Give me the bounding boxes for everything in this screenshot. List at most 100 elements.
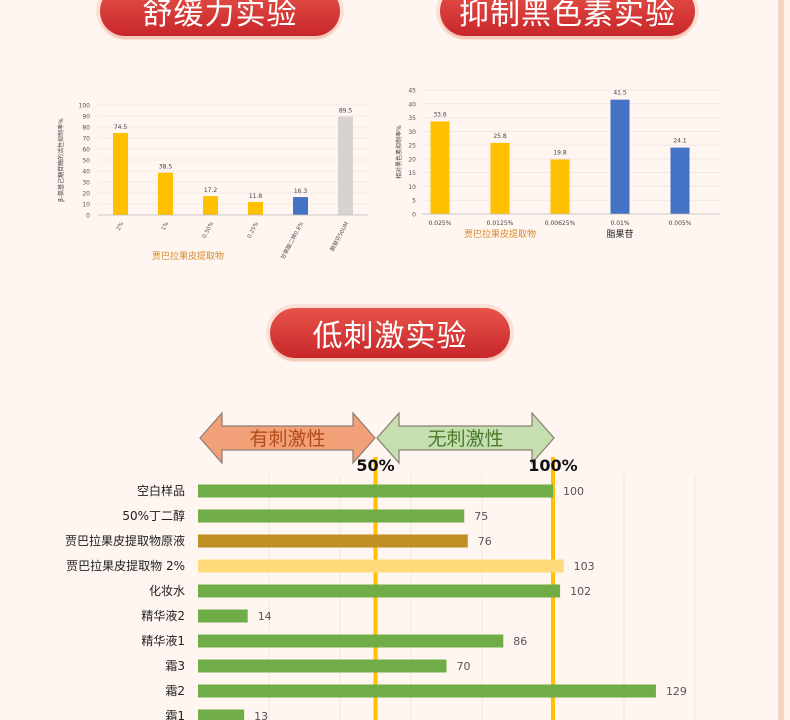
bar <box>430 121 450 214</box>
x-tick-label: 0.00625% <box>545 220 576 227</box>
bar <box>670 147 690 214</box>
data-label: 13 <box>254 710 268 720</box>
threshold-label: 100% <box>528 456 577 475</box>
data-label: 74.5 <box>114 124 128 131</box>
y-tick-label: 0 <box>412 212 416 219</box>
irritant-region-arrow-label: 有刺激性 <box>249 428 325 450</box>
bar <box>550 159 570 214</box>
x-tick-label: 0.50% <box>202 221 216 239</box>
category-label: 霜1 <box>165 709 185 720</box>
data-label: 100 <box>563 485 584 498</box>
y-tick-label: 35 <box>408 115 416 122</box>
data-label: 38.5 <box>159 164 173 171</box>
category-label: 空白样品 <box>137 483 185 498</box>
y-tick-label: 50 <box>82 158 90 165</box>
x-tick-label: 酮替芬50UM <box>328 220 350 252</box>
x-tick-label: 甘草酸二钾0.8% <box>279 220 306 260</box>
bar <box>158 172 173 215</box>
data-label: 70 <box>457 660 471 673</box>
x-tick-label: 1% <box>161 221 170 232</box>
x-tick-label: 0.0125% <box>487 220 514 227</box>
y-tick-label: 100 <box>79 103 91 110</box>
data-label: 103 <box>574 560 595 573</box>
data-label: 16.3 <box>294 188 308 195</box>
data-label: 86 <box>513 635 527 648</box>
bar <box>248 202 263 215</box>
bar <box>198 534 468 548</box>
data-label: 14 <box>258 610 272 623</box>
bar <box>338 116 353 215</box>
y-tick-label: 5 <box>412 198 416 205</box>
threshold-label: 50% <box>356 456 394 475</box>
y-tick-label: 90 <box>82 114 90 121</box>
melanin-banner: 抑制黑色素实验 <box>440 0 695 36</box>
y-tick-label: 20 <box>82 191 90 198</box>
y-tick-label: 45 <box>408 88 416 95</box>
x-tick-label: 0.025% <box>429 220 452 227</box>
category-label: 贾巴拉果皮提取物原液 <box>65 533 185 548</box>
bar <box>490 142 510 214</box>
x-tick-label: 0.005% <box>669 220 692 227</box>
y-tick-label: 0 <box>86 213 90 220</box>
bar <box>113 133 128 215</box>
bar <box>198 634 504 648</box>
data-label: 33.6 <box>433 111 447 118</box>
data-label: 129 <box>666 685 687 698</box>
group-label: 贾巴拉果皮提取物 <box>152 250 224 262</box>
y-tick-label: 70 <box>82 136 90 143</box>
bar <box>610 99 630 214</box>
y-axis-label: β-氨基己糖苷酶的活性抑制率% <box>57 118 65 202</box>
y-tick-label: 40 <box>408 101 416 108</box>
bar <box>198 584 561 598</box>
y-axis-label: 相对黑色素抑制率% <box>395 125 403 179</box>
category-label: 霜3 <box>165 659 185 673</box>
x-tick-label: 2% <box>116 221 125 232</box>
y-tick-label: 30 <box>408 129 416 136</box>
x-tick-label: 0.25% <box>247 221 261 239</box>
bar <box>198 509 465 523</box>
data-label: 11.8 <box>249 193 263 200</box>
data-label: 25.8 <box>493 133 507 140</box>
irritant-region-arrow <box>199 411 376 465</box>
bar <box>198 559 564 573</box>
group-label: 贾巴拉果皮提取物 <box>464 228 536 240</box>
data-label: 75 <box>474 510 488 523</box>
category-label: 贾巴拉果皮提取物 2% <box>66 558 185 573</box>
y-tick-label: 30 <box>82 180 90 187</box>
y-tick-label: 60 <box>82 147 90 154</box>
data-label: 19.8 <box>553 149 567 156</box>
data-label: 89.5 <box>339 108 353 115</box>
category-label: 化妆水 <box>149 584 185 598</box>
data-label: 17.2 <box>204 187 218 194</box>
y-tick-label: 25 <box>408 143 416 150</box>
bar <box>198 484 553 498</box>
non-irritant-region-arrow <box>376 411 555 465</box>
melanin-chart: 0 5 10 15 20 25 30 35 40 45 相对黑色素抑制率% 33.6 0.025% 25.… <box>395 88 720 240</box>
bar <box>198 609 248 623</box>
irritation-chart: 有刺激性 无刺激性 50% 100% 100 空白样品 75 50%丁二醇 76 贾巴拉果皮提取物… <box>65 411 696 720</box>
y-tick-label: 80 <box>82 125 90 132</box>
category-label: 霜2 <box>165 684 185 698</box>
bar <box>198 684 656 698</box>
y-tick-label: 40 <box>82 169 90 176</box>
x-tick-label: 0.01% <box>610 220 629 227</box>
data-label: 76 <box>478 535 492 548</box>
data-label: 24.1 <box>673 138 687 145</box>
y-tick-label: 15 <box>408 170 416 177</box>
data-label: 102 <box>570 585 591 598</box>
y-tick-label: 10 <box>82 202 90 209</box>
bar <box>198 709 245 720</box>
category-label: 50%丁二醇 <box>122 508 185 523</box>
group-label: 脂果苷 <box>606 228 633 240</box>
y-tick-label: 20 <box>408 156 416 163</box>
bar <box>198 659 447 673</box>
bar <box>293 197 308 215</box>
non-irritant-region-arrow-label: 无刺激性 <box>427 428 503 450</box>
soothing-chart: 0 10 20 30 40 50 60 70 80 90 100 β-氨基己糖苷酶的活性抑制率% 74.… <box>57 103 368 262</box>
irritation-banner: 低刺激实验 <box>270 308 510 358</box>
data-label: 41.5 <box>613 90 627 97</box>
y-tick-label: 10 <box>408 184 416 191</box>
bar <box>203 196 218 215</box>
category-label: 精华液2 <box>141 608 185 623</box>
